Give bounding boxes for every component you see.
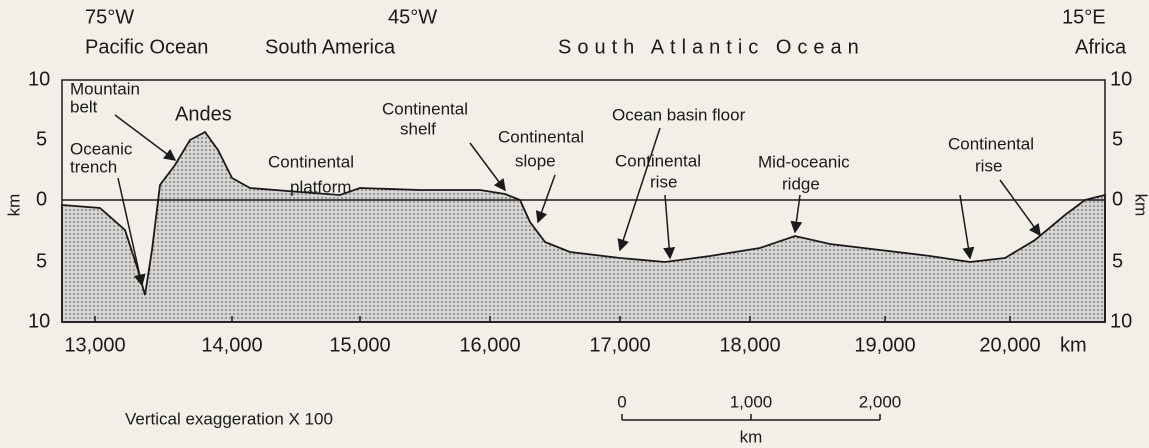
- region: South Atlantic Ocean: [558, 36, 865, 58]
- right-axis: 10 5 0 5 10 km: [1110, 68, 1149, 332]
- region: South America: [265, 36, 396, 58]
- label: Andes: [175, 103, 232, 125]
- tick-label: 10: [28, 310, 50, 332]
- diagram: 75°W 45°W 15°E Pacific Ocean South Ameri…: [0, 0, 1149, 448]
- region: Africa: [1075, 36, 1127, 58]
- label: slope: [515, 151, 556, 170]
- longitude: 15°E: [1062, 6, 1106, 28]
- label: Continental: [268, 152, 354, 171]
- tick-label: 17,000: [589, 334, 650, 356]
- arrow: [470, 143, 505, 190]
- tick-label: 0: [1112, 188, 1123, 210]
- arrow: [665, 195, 670, 258]
- tick-label: 13,000: [64, 334, 125, 356]
- tick-label: 19,000: [854, 334, 915, 356]
- tick-label: 10: [28, 68, 50, 90]
- tick-label: 10: [1110, 310, 1132, 332]
- tick-label: 5: [1112, 250, 1123, 272]
- arrow: [960, 195, 970, 258]
- tick-label: 15,000: [329, 334, 390, 356]
- label: Continental: [382, 99, 468, 118]
- tick-label: 0: [36, 188, 47, 210]
- label: Mid-oceanic: [758, 152, 850, 171]
- label: rise: [975, 156, 1002, 175]
- scale-label: 2,000: [859, 392, 902, 411]
- region: Pacific Ocean: [85, 36, 208, 58]
- label: Continental: [498, 127, 584, 146]
- label: belt: [70, 97, 98, 116]
- exaggeration-note: Vertical exaggeration X 100: [125, 409, 333, 428]
- tick-label: 5: [1112, 128, 1123, 150]
- tick-label: 5: [36, 128, 47, 150]
- scale-line: [622, 414, 880, 420]
- label: platform: [290, 177, 351, 196]
- scale-unit: km: [740, 427, 763, 446]
- label: Continental: [615, 151, 701, 170]
- tick-label: 16,000: [459, 334, 520, 356]
- label: Continental: [948, 134, 1034, 153]
- label: Mountain: [70, 79, 140, 98]
- label: Oceanic: [70, 139, 133, 158]
- label: trench: [70, 157, 117, 176]
- label: rise: [650, 172, 677, 191]
- tick-label: 10: [1110, 68, 1132, 90]
- tick-label: 14,000: [201, 334, 262, 356]
- arrow: [538, 175, 555, 222]
- longitude: 75°W: [85, 6, 134, 28]
- tick-label: 5: [36, 250, 47, 272]
- scale-bar: 0 1,000 2,000 km: [617, 392, 901, 446]
- label: shelf: [400, 119, 436, 138]
- tick-label: 18,000: [719, 334, 780, 356]
- seafloor-profile: [62, 132, 1105, 322]
- left-axis: 10 5 0 5 10 km: [4, 68, 50, 332]
- scale-label: 1,000: [730, 392, 773, 411]
- axis-unit: km: [1060, 334, 1087, 356]
- longitude: 45°W: [388, 6, 437, 28]
- tick-label: 20,000: [979, 334, 1040, 356]
- label: Ocean basin floor: [612, 105, 746, 124]
- scale-label: 0: [617, 392, 626, 411]
- axis-unit: km: [4, 194, 23, 217]
- label: ridge: [782, 174, 820, 193]
- arrow: [1000, 180, 1040, 235]
- axis-unit: km: [1132, 194, 1149, 217]
